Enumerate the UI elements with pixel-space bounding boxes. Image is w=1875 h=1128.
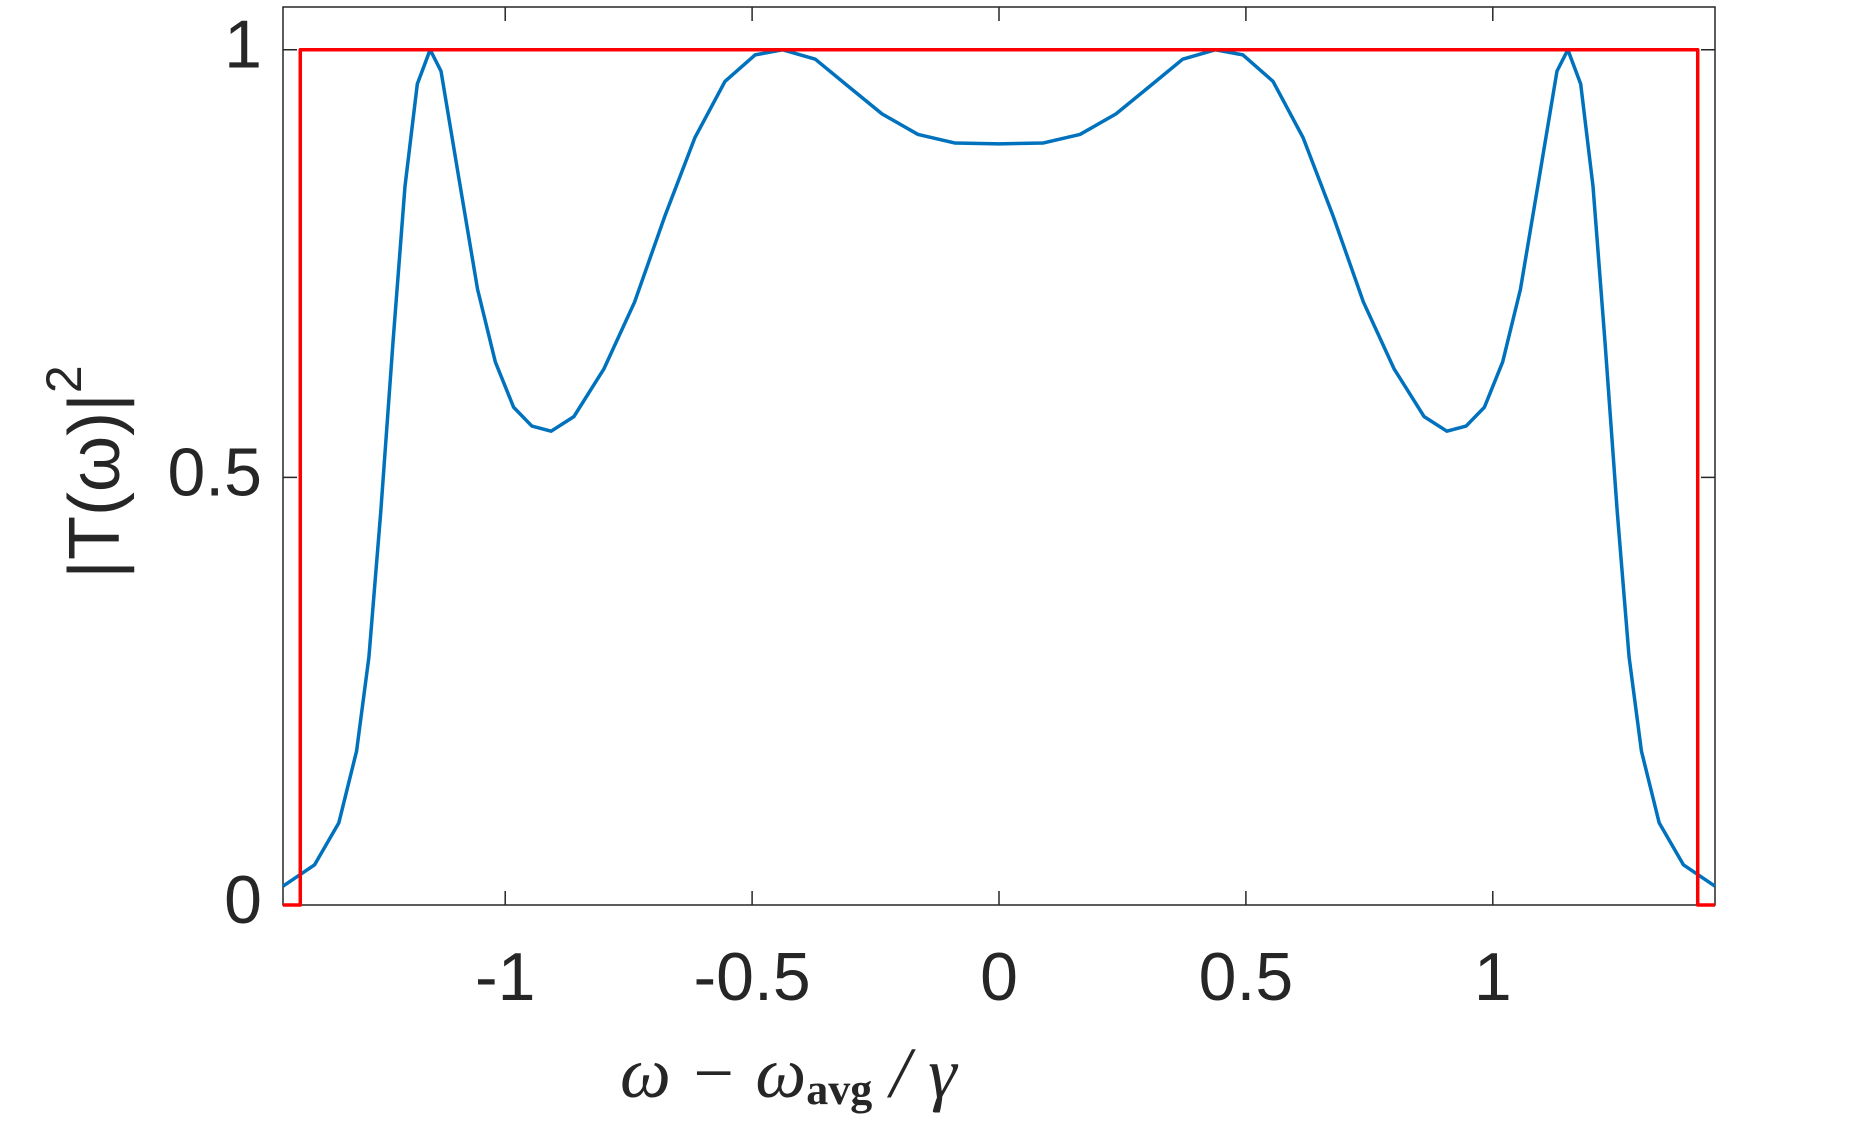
series-line (282, 48, 1716, 888)
x-tick-label: 1 (1474, 939, 1512, 1015)
axes-box (282, 6, 1716, 906)
y-tick-label: 1 (224, 7, 262, 83)
y-tick-label: 0.5 (167, 434, 262, 510)
x-label-tail: / γ (872, 1033, 958, 1113)
x-tick-label: 0 (980, 939, 1018, 1015)
x-tick-label: 0.5 (1199, 939, 1294, 1015)
x-label-main: ω − ω (620, 1033, 806, 1113)
series-line (283, 48, 1715, 907)
y-label-sup: 2 (36, 365, 92, 393)
y-tick-label: 0 (224, 862, 262, 938)
y-label-main: |T(ω)| (55, 393, 135, 579)
x-tick-label: -0.5 (694, 939, 811, 1015)
x-label-sub: avg (806, 1065, 872, 1114)
x-axis-label: ω − ωavg / γ (620, 1033, 958, 1115)
x-tick-label: -1 (475, 939, 535, 1015)
y-axis-label: |T(ω)|2 (36, 365, 135, 578)
